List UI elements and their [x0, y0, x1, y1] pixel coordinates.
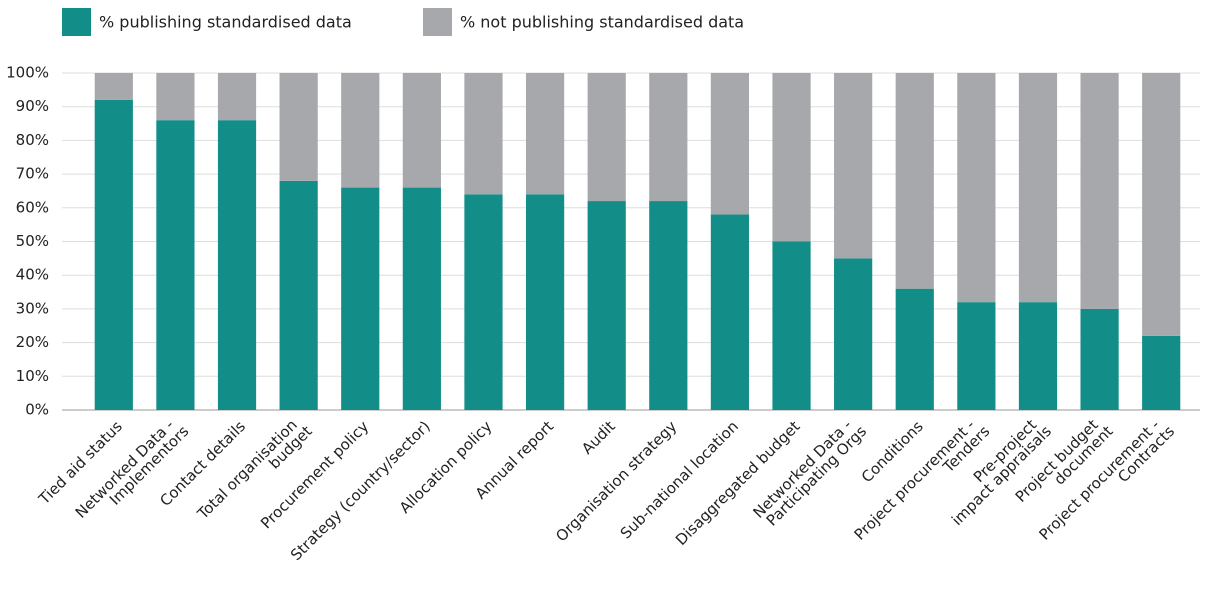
y-tick-label: 50%	[16, 232, 49, 250]
y-tick-label: 40%	[16, 266, 49, 284]
bar-segment	[156, 73, 195, 121]
y-tick-label: 90%	[16, 97, 49, 115]
bar-segment	[957, 73, 996, 303]
bar-segment	[772, 241, 811, 410]
y-tick-label: 100%	[6, 64, 49, 82]
bar-segment	[279, 180, 318, 410]
legend-label: % publishing standardised data	[99, 13, 352, 32]
x-tick-label-group: Networked Data -Implementors	[72, 416, 193, 522]
x-tick-label-group: Audit	[578, 417, 619, 458]
bar-segment	[587, 73, 626, 202]
bar-segment	[217, 73, 257, 121]
bar-segment	[710, 214, 750, 410]
x-tick-label: Organisation strategy	[552, 417, 680, 545]
bar-segment	[587, 201, 626, 410]
y-tick-label: 10%	[16, 367, 49, 385]
legend-swatch	[423, 8, 452, 36]
bar-segment	[402, 73, 441, 188]
legend-swatch	[62, 8, 91, 36]
bar-segment	[957, 302, 996, 410]
x-tick-label: Sub-national location	[617, 417, 742, 542]
x-tick-label: Audit	[578, 417, 619, 458]
bar-segment	[649, 201, 688, 410]
y-tick-label: 30%	[16, 299, 49, 317]
x-tick-label-group: Sub-national location	[617, 417, 742, 542]
bar-segment	[710, 73, 750, 215]
y-tick-label: 70%	[16, 165, 49, 183]
bar-segment	[341, 187, 380, 410]
bar-segment	[1142, 73, 1181, 336]
bar-segment	[1018, 302, 1058, 410]
bar-segment	[1080, 308, 1119, 410]
x-tick-label-group: Organisation strategy	[552, 417, 680, 545]
bar-segment	[525, 194, 565, 410]
x-tick-label: Networked Data -	[72, 416, 178, 522]
bar-segment	[834, 258, 873, 410]
bar-segment	[834, 73, 873, 259]
bar-segment	[156, 120, 195, 411]
y-tick-label: 20%	[16, 333, 49, 351]
y-tick-label: 0%	[25, 401, 49, 419]
y-tick-label: 80%	[16, 131, 49, 149]
bar-segment	[1018, 73, 1058, 303]
bar-segment	[649, 73, 688, 202]
bar-segment	[525, 73, 565, 195]
bar-segment	[464, 73, 503, 195]
bar-segment	[895, 73, 934, 289]
bar-segment	[1142, 335, 1181, 410]
x-tick-label: Networked Data -	[749, 416, 855, 522]
bar-segment	[94, 99, 133, 411]
x-tick-label-group: Networked Data -Participating Orgs	[749, 416, 870, 530]
bar-segment	[772, 73, 811, 242]
bar-segment	[279, 73, 318, 181]
bar-segment	[895, 288, 934, 410]
bar-segment	[94, 73, 133, 100]
legend-label: % not publishing standardised data	[460, 13, 744, 32]
bar-segment	[217, 120, 257, 411]
y-tick-label: 60%	[16, 198, 49, 216]
bar-segment	[402, 187, 441, 410]
bar-segment	[341, 73, 380, 188]
bar-segment	[464, 194, 503, 410]
bar-segment	[1080, 73, 1119, 309]
